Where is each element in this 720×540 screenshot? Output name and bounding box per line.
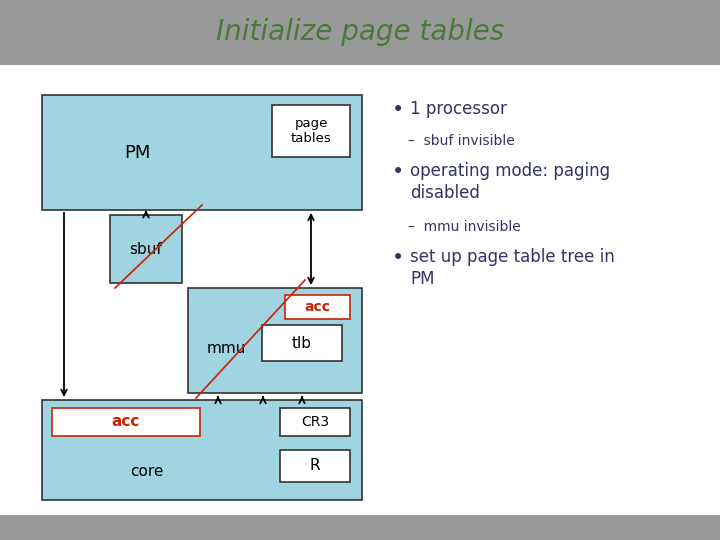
Bar xyxy=(110,215,182,283)
Text: set up page table tree in
PM: set up page table tree in PM xyxy=(410,248,615,288)
Text: acc: acc xyxy=(305,300,330,314)
Bar xyxy=(188,288,362,393)
Text: operating mode: paging
disabled: operating mode: paging disabled xyxy=(410,162,610,202)
Text: mmu: mmu xyxy=(207,341,246,356)
Bar xyxy=(272,105,350,157)
Bar xyxy=(42,95,362,210)
Text: R: R xyxy=(310,458,320,474)
Text: Initialize page tables: Initialize page tables xyxy=(216,18,504,46)
Text: PM: PM xyxy=(124,144,150,161)
Bar xyxy=(280,408,350,436)
Text: acc: acc xyxy=(112,415,140,429)
Text: sbuf: sbuf xyxy=(130,241,163,256)
Text: •: • xyxy=(392,162,404,182)
Text: page
tables: page tables xyxy=(291,117,331,145)
Bar xyxy=(52,408,200,436)
Bar xyxy=(42,400,362,500)
Text: core: core xyxy=(130,464,163,480)
Text: –  sbuf invisible: – sbuf invisible xyxy=(408,134,515,148)
Bar xyxy=(262,325,342,361)
Bar xyxy=(0,515,720,540)
Text: CR3: CR3 xyxy=(301,415,329,429)
Text: tlb: tlb xyxy=(292,335,312,350)
Text: •: • xyxy=(392,100,404,120)
Bar xyxy=(0,0,720,65)
Text: •: • xyxy=(392,248,404,268)
Bar xyxy=(285,295,350,319)
Text: 1 processor: 1 processor xyxy=(410,100,507,118)
Bar xyxy=(280,450,350,482)
Text: –  mmu invisible: – mmu invisible xyxy=(408,220,521,234)
